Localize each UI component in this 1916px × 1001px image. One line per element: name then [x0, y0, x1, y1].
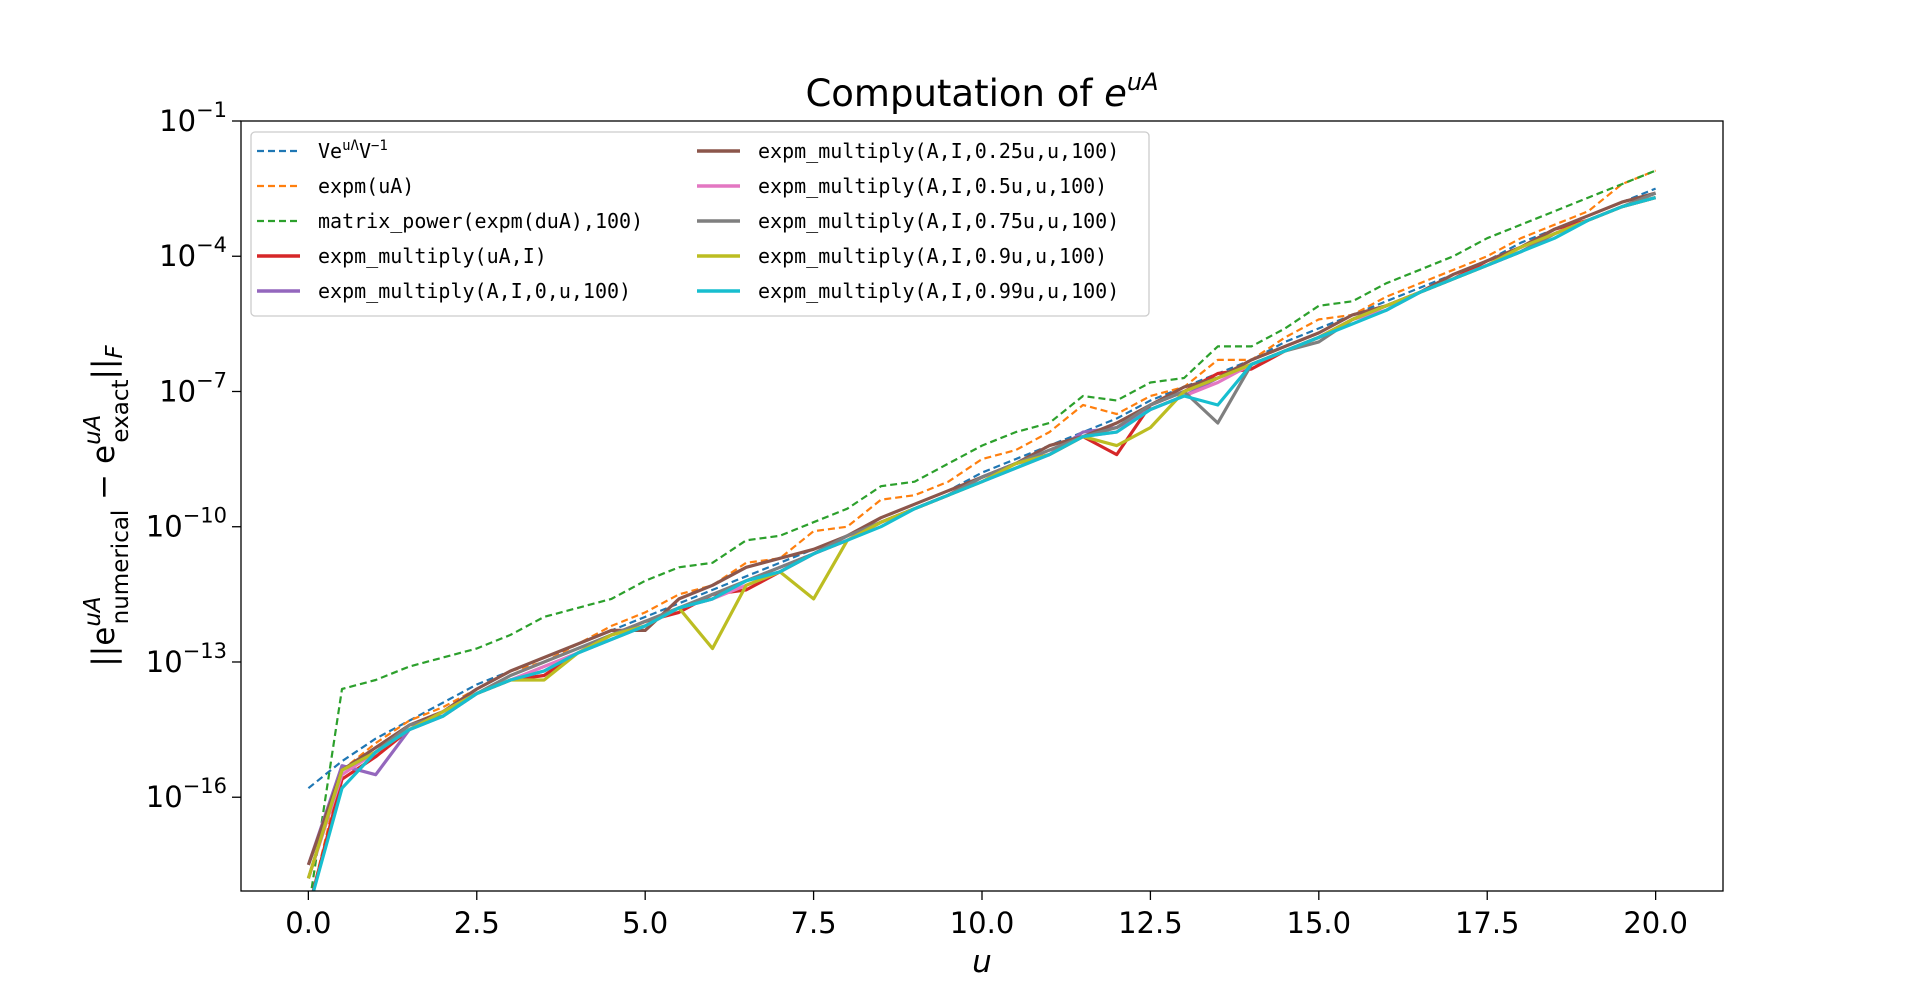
legend-label-0: VeuΛV−1	[318, 138, 388, 163]
x-tick-label: 17.5	[1455, 906, 1520, 940]
y-tick-label: 10−1	[159, 98, 227, 138]
legend-label-7: expm_multiply(A,I,0.75u,u,100)	[758, 209, 1119, 233]
x-tick-label: 0.0	[285, 906, 331, 940]
series-line-2	[310, 169, 1657, 891]
y-axis-ticks: 10−1 10−4 10−7 10−10 10−13 10−16	[146, 98, 241, 814]
series-line-9	[311, 196, 1657, 891]
legend-label-6: expm_multiply(A,I,0.5u,u,100)	[758, 174, 1107, 198]
x-tick-label: 12.5	[1118, 906, 1183, 940]
legend-label-2: matrix_power(expm(duA),100)	[318, 209, 643, 233]
x-tick-label: 7.5	[791, 906, 837, 940]
plot-lines	[306, 169, 1657, 891]
x-tick-label: 2.5	[454, 906, 500, 940]
legend-label-3: expm_multiply(uA,I)	[318, 244, 547, 268]
chart-title: Computation of euA	[805, 68, 1158, 115]
legend-label-4: expm_multiply(A,I,0,u,100)	[318, 279, 631, 303]
x-tick-label: 10.0	[950, 906, 1015, 940]
y-axis-label: ||euAnumerical − euAexact||F	[80, 345, 134, 667]
x-tick-label: 5.0	[622, 906, 668, 940]
legend-label-8: expm_multiply(A,I,0.9u,u,100)	[758, 244, 1107, 268]
y-tick-label: 10−13	[146, 639, 227, 679]
x-axis-ticks: 0.0 2.5 5.0 7.5 10.0 12.5 15.0 17.5 20.0	[285, 891, 1688, 940]
y-tick-label: 10−4	[159, 233, 227, 273]
legend-label-5: expm_multiply(A,I,0.25u,u,100)	[758, 139, 1119, 163]
legend-box	[250, 131, 1150, 317]
x-tick-label: 15.0	[1287, 906, 1352, 940]
y-tick-label: 10−16	[146, 774, 227, 814]
x-tick-label: 20.0	[1623, 906, 1688, 940]
x-axis-label: u	[972, 944, 992, 980]
legend-label-9: expm_multiply(A,I,0.99u,u,100)	[758, 279, 1119, 303]
y-tick-label: 10−10	[146, 504, 227, 544]
legend-label-1: expm(uA)	[318, 174, 414, 198]
legend: VeuΛV−1 expm(uA) matrix_power(expm(duA),10…	[250, 131, 1150, 317]
y-tick-label: 10−7	[159, 368, 227, 408]
